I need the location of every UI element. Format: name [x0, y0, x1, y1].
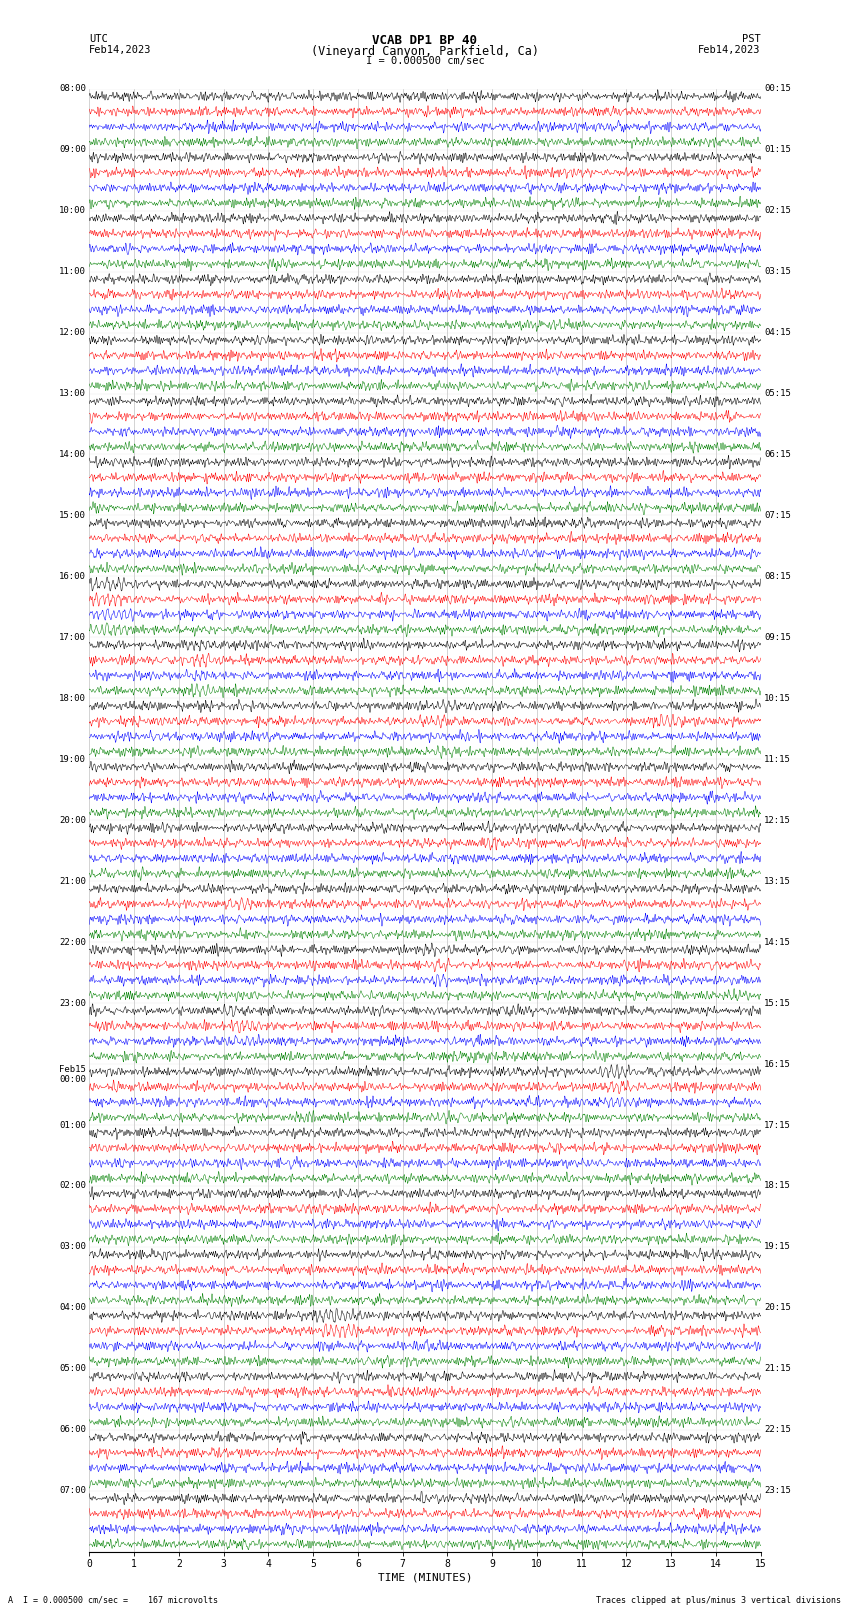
Text: 13:00: 13:00: [59, 389, 86, 398]
Text: VCAB DP1 BP 40: VCAB DP1 BP 40: [372, 34, 478, 47]
Text: A  I = 0.000500 cm/sec =    167 microvolts: A I = 0.000500 cm/sec = 167 microvolts: [8, 1595, 218, 1605]
Text: 12:15: 12:15: [764, 816, 791, 824]
Text: 17:00: 17:00: [59, 632, 86, 642]
Text: 09:15: 09:15: [764, 632, 791, 642]
Text: 17:15: 17:15: [764, 1121, 791, 1129]
Text: 16:15: 16:15: [764, 1060, 791, 1068]
Text: 03:00: 03:00: [59, 1242, 86, 1252]
Text: 06:15: 06:15: [764, 450, 791, 460]
Text: 00:15: 00:15: [764, 84, 791, 94]
Text: 15:00: 15:00: [59, 511, 86, 519]
Text: 22:00: 22:00: [59, 937, 86, 947]
Text: 10:15: 10:15: [764, 694, 791, 703]
Text: 09:00: 09:00: [59, 145, 86, 155]
Text: 19:15: 19:15: [764, 1242, 791, 1252]
Text: 06:00: 06:00: [59, 1426, 86, 1434]
Text: 07:15: 07:15: [764, 511, 791, 519]
Text: 20:00: 20:00: [59, 816, 86, 824]
Text: 03:15: 03:15: [764, 268, 791, 276]
Text: UTC: UTC: [89, 34, 108, 44]
Text: 16:00: 16:00: [59, 573, 86, 581]
Text: 01:15: 01:15: [764, 145, 791, 155]
Text: 18:15: 18:15: [764, 1181, 791, 1190]
Text: 12:00: 12:00: [59, 327, 86, 337]
Text: 05:00: 05:00: [59, 1365, 86, 1373]
Text: 07:00: 07:00: [59, 1486, 86, 1495]
Text: 22:15: 22:15: [764, 1426, 791, 1434]
Text: 15:15: 15:15: [764, 998, 791, 1008]
Text: Traces clipped at plus/minus 3 vertical divisions: Traces clipped at plus/minus 3 vertical …: [597, 1595, 842, 1605]
Text: 18:00: 18:00: [59, 694, 86, 703]
Text: I = 0.000500 cm/sec: I = 0.000500 cm/sec: [366, 56, 484, 66]
Text: 08:00: 08:00: [59, 84, 86, 94]
Text: Feb14,2023: Feb14,2023: [698, 45, 761, 55]
Text: 21:15: 21:15: [764, 1365, 791, 1373]
Text: 00:00: 00:00: [59, 1074, 86, 1084]
Text: 14:15: 14:15: [764, 937, 791, 947]
Text: 08:15: 08:15: [764, 573, 791, 581]
Text: 23:00: 23:00: [59, 998, 86, 1008]
Text: PST: PST: [742, 34, 761, 44]
Text: 14:00: 14:00: [59, 450, 86, 460]
Text: 04:00: 04:00: [59, 1303, 86, 1313]
Text: Feb14,2023: Feb14,2023: [89, 45, 152, 55]
Text: Feb15: Feb15: [59, 1065, 86, 1074]
Text: 21:00: 21:00: [59, 877, 86, 886]
Text: 02:15: 02:15: [764, 206, 791, 215]
Text: 13:15: 13:15: [764, 877, 791, 886]
Text: 01:00: 01:00: [59, 1121, 86, 1129]
Text: 19:00: 19:00: [59, 755, 86, 763]
Text: 05:15: 05:15: [764, 389, 791, 398]
Text: 20:15: 20:15: [764, 1303, 791, 1313]
Text: 11:00: 11:00: [59, 268, 86, 276]
Text: 04:15: 04:15: [764, 327, 791, 337]
Text: 02:00: 02:00: [59, 1181, 86, 1190]
Text: 23:15: 23:15: [764, 1486, 791, 1495]
X-axis label: TIME (MINUTES): TIME (MINUTES): [377, 1573, 473, 1582]
Text: (Vineyard Canyon, Parkfield, Ca): (Vineyard Canyon, Parkfield, Ca): [311, 45, 539, 58]
Text: 10:00: 10:00: [59, 206, 86, 215]
Text: 11:15: 11:15: [764, 755, 791, 763]
